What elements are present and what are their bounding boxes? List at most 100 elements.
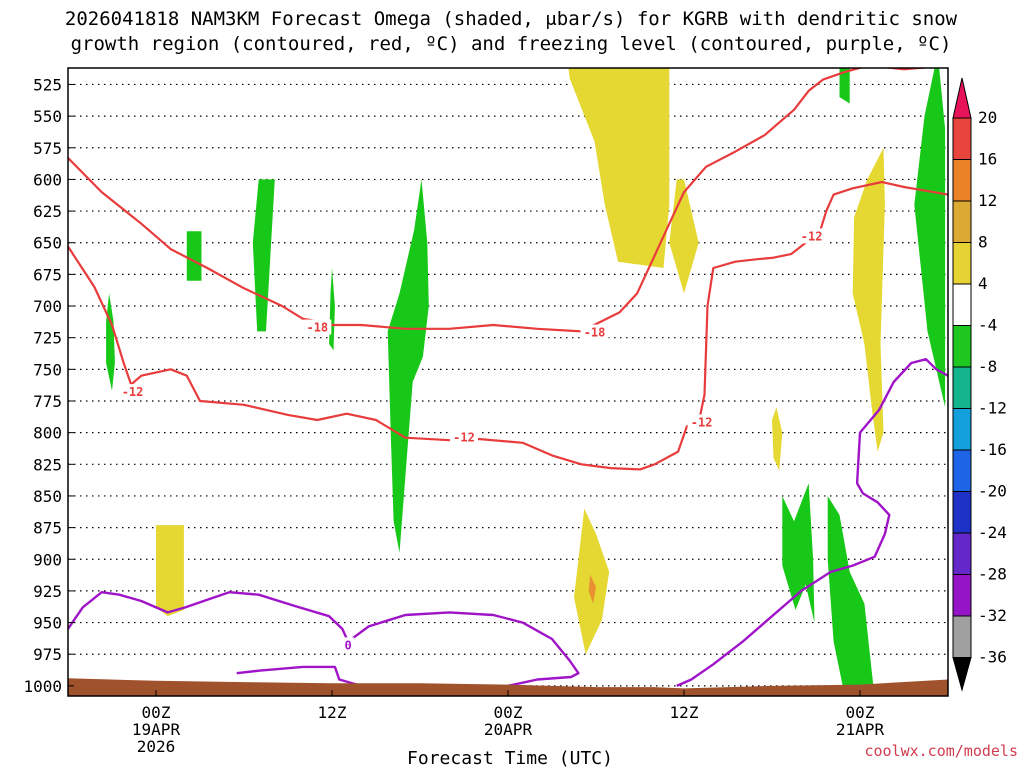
colorbar-label-12: -28 (978, 565, 1007, 584)
colorbar: 20 16 12 8 4 -4 -8 -12 -16 -20 -24 -28 -32 -36 (952, 77, 1007, 692)
colorbar-segment-4 (952, 242, 972, 285)
colorbar-label-7: -8 (978, 357, 997, 376)
colorbar-segment-7 (952, 366, 972, 409)
colorbar-label-11: -24 (978, 523, 1007, 542)
colorbar-label-5: 4 (978, 274, 988, 293)
contour-lines (68, 68, 948, 693)
dgz-contour-1 (68, 68, 932, 333)
contour-label-6: -12 (801, 229, 823, 243)
colorbar-segment-2 (952, 159, 972, 202)
chart-title-line1: 2026041818 NAM3KM Forecast Omega (shaded… (65, 8, 958, 30)
y-tick-label-600: 600 (33, 170, 62, 189)
y-tick-label-1000: 1000 (23, 677, 62, 696)
y-tick-label-800: 800 (33, 424, 62, 443)
freezing-level-contour-2 (676, 358, 948, 687)
x-tick-label-6-1: 00Z (142, 703, 171, 722)
y-tick-label-900: 900 (33, 550, 62, 569)
y-tick-label-825: 825 (33, 455, 62, 474)
omega-downward-region-3 (669, 179, 699, 294)
omega-upward-region-2 (186, 231, 202, 281)
contour-label-bg-6 (797, 228, 826, 244)
omega-upward-region-3 (252, 179, 275, 332)
credit-text: coolwx.com/models (864, 742, 1018, 760)
y-tick-label-550: 550 (33, 107, 62, 126)
colorbar-segment-10 (952, 491, 972, 534)
x-tick-label-30-1: 00Z (494, 703, 523, 722)
colorbar-label-2: 16 (978, 150, 997, 169)
contour-label-bg-4 (450, 429, 478, 445)
y-tick-label-525: 525 (33, 75, 62, 94)
colorbar-segment-11 (952, 532, 972, 575)
terrain-fill (68, 678, 948, 696)
grid-lines (68, 83, 948, 687)
omega-upward-region-9 (827, 496, 875, 696)
y-tick-label-750: 750 (33, 360, 62, 379)
contour-label-2: -18 (584, 326, 606, 340)
contour-label-bg-5 (687, 414, 716, 430)
colorbar-segment-9 (952, 449, 972, 492)
x-axis-label: Forecast Time (UTC) (407, 748, 613, 768)
y-tick-label-700: 700 (33, 297, 62, 316)
y-axis: 525 550 575 600 625 650 675 700 725 750 775 800 825 8… (23, 75, 74, 696)
contour-label-7: 0 (345, 638, 352, 652)
x-tick-label-6-2: 19APR (132, 720, 181, 739)
omega-downward-moderate-region-1 (588, 574, 596, 604)
colorbar-label-13: -32 (978, 606, 1007, 625)
y-tick-label-875: 875 (33, 519, 62, 538)
y-tick-label-650: 650 (33, 234, 62, 253)
y-tick-label-950: 950 (33, 614, 62, 633)
omega-upward-region-4 (329, 268, 335, 351)
omega-upward-region-6 (839, 68, 850, 104)
colorbar-segment-5 (952, 283, 972, 326)
colorbar-segment-1 (952, 117, 972, 160)
y-tick-label-675: 675 (33, 265, 62, 284)
y-tick-label-850: 850 (33, 487, 62, 506)
omega-downward-region-6 (852, 147, 885, 452)
colorbar-top-arrow (952, 77, 972, 119)
colorbar-label-6: -4 (978, 316, 997, 335)
contour-labels: -18 -18 -12 -12 -12 -12 0 (118, 228, 826, 653)
x-tick-label-54-1: 00Z (846, 703, 875, 722)
colorbar-label-1: 20 (978, 108, 997, 127)
x-tick-label-42-1: 12Z (670, 703, 699, 722)
omega-downward-region-2 (568, 68, 670, 268)
contour-label-3: -12 (122, 385, 144, 399)
y-tick-label-575: 575 (33, 139, 62, 158)
colorbar-label-9: -16 (978, 440, 1007, 459)
colorbar-bottom-arrow (952, 657, 972, 692)
contour-label-1: -18 (306, 321, 328, 335)
omega-shading (106, 68, 946, 696)
x-tick-label-6-3: 2026 (137, 737, 176, 756)
colorbar-segment-3 (952, 200, 972, 243)
y-tick-label-775: 775 (33, 392, 62, 411)
contour-label-4: -12 (453, 431, 475, 445)
freezing-level-contour-1 (68, 591, 580, 693)
contour-label-bg-2 (580, 324, 609, 340)
y-tick-label-975: 975 (33, 645, 62, 664)
colorbar-label-8: -12 (978, 399, 1007, 418)
colorbar-segment-8 (952, 408, 972, 451)
omega-downward-region-5 (772, 407, 783, 471)
terrain-area (68, 678, 948, 696)
omega-upward-region-1 (106, 293, 115, 391)
x-tick-label-18-1: 12Z (318, 703, 347, 722)
contour-label-5: -12 (691, 416, 713, 430)
contour-label-bg-7 (342, 637, 355, 653)
x-tick-label-30-2: 20APR (484, 720, 533, 739)
y-tick-label-925: 925 (33, 582, 62, 601)
y-tick-label-625: 625 (33, 202, 62, 221)
colorbar-label-3: 12 (978, 191, 997, 210)
contour-label-bg-1 (303, 319, 332, 335)
omega-downward-region-1 (156, 525, 184, 617)
colorbar-label-14: -36 (978, 648, 1007, 667)
omega-upward-region-5 (387, 179, 429, 553)
omega-upward-region-7 (914, 68, 946, 408)
colorbar-segment-12 (952, 574, 972, 617)
colorbar-segment-6 (952, 325, 972, 368)
colorbar-label-4: 8 (978, 233, 988, 252)
y-tick-label-725: 725 (33, 329, 62, 348)
colorbar-segment-13 (952, 615, 972, 658)
plot-area (68, 68, 948, 696)
chart-title-line2: growth region (contoured, red, ºC) and f… (71, 33, 952, 55)
